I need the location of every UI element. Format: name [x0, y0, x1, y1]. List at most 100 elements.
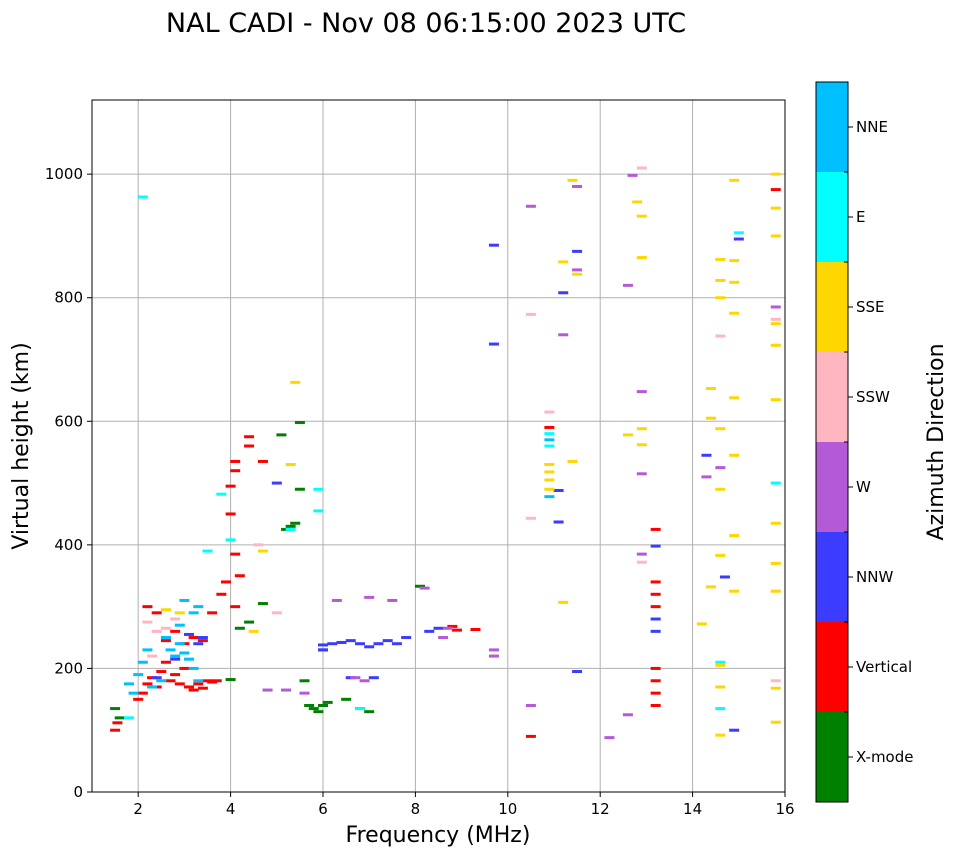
echo-point — [262, 688, 273, 692]
colorbar-tick-label: SSE — [856, 298, 885, 316]
echo-point — [234, 626, 245, 630]
echo-point — [112, 721, 123, 725]
echo-point — [142, 605, 153, 609]
echo-point — [271, 481, 282, 485]
echo-point — [188, 611, 199, 615]
echo-point — [359, 679, 370, 683]
echo-point — [170, 629, 181, 633]
echo-point — [294, 487, 305, 491]
echo-point — [650, 617, 661, 621]
echo-point — [248, 629, 259, 633]
echo-point — [715, 553, 726, 557]
echo-point — [701, 475, 712, 479]
echo-point — [202, 549, 213, 553]
colorbar-tick-label: SSW — [856, 388, 890, 406]
echo-point — [110, 728, 121, 732]
series-vertical — [110, 188, 781, 738]
echo-point — [170, 654, 181, 658]
echo-point — [572, 670, 583, 674]
echo-point — [650, 691, 661, 695]
echo-point — [770, 188, 781, 192]
echo-point — [544, 495, 555, 499]
data-marks — [110, 166, 781, 740]
echo-point — [160, 626, 171, 630]
echo-point — [715, 427, 726, 431]
echo-point — [729, 534, 740, 538]
echo-point — [387, 598, 398, 602]
echo-point — [567, 459, 578, 463]
echo-point — [715, 663, 726, 667]
series-e — [123, 195, 781, 720]
colorbar-segment — [816, 262, 848, 352]
echo-point — [650, 704, 661, 707]
echo-point — [544, 463, 555, 467]
echo-point — [160, 639, 171, 643]
echo-point — [170, 657, 181, 661]
echo-point — [142, 620, 153, 624]
echo-point — [281, 688, 292, 692]
echo-point — [230, 469, 241, 473]
colorbar-segment — [816, 532, 848, 622]
echo-point — [544, 470, 555, 474]
echo-point — [160, 608, 171, 612]
echo-point — [636, 552, 647, 556]
y-axis-label: Virtual height (km) — [9, 342, 34, 549]
echo-point — [137, 691, 148, 695]
echo-point — [770, 234, 781, 238]
y-axis-ticks: 0 200 400 600 800 1000 — [45, 165, 92, 801]
echo-point — [216, 592, 227, 596]
colorbar-tick-label: Vertical — [856, 658, 912, 676]
echo-point — [558, 260, 569, 264]
colorbar: X-mode Vertical NNW W SSW SSE E NNE — [815, 81, 913, 803]
echo-point — [123, 682, 134, 686]
echo-point — [488, 648, 499, 652]
echo-point — [225, 678, 236, 682]
colorbar-tick-label: W — [856, 478, 871, 496]
echo-point — [632, 200, 643, 204]
echo-point — [729, 453, 740, 457]
series-x-mode — [110, 421, 426, 720]
echo-point — [179, 598, 190, 602]
echo-point — [331, 598, 342, 602]
echo-point — [636, 256, 647, 260]
echo-point — [470, 628, 481, 632]
echo-point — [729, 259, 740, 263]
echo-point — [271, 611, 282, 615]
echo-point — [160, 660, 171, 664]
x-tick-label: 4 — [226, 800, 236, 818]
y-tick-label: 0 — [73, 783, 83, 801]
echo-point — [770, 206, 781, 210]
echo-point — [193, 642, 204, 646]
echo-point — [234, 574, 245, 578]
echo-point — [184, 685, 195, 689]
x-axis-ticks: 2 4 6 8 10 12 14 16 — [133, 792, 795, 818]
echo-point — [636, 560, 647, 564]
echo-point — [636, 214, 647, 218]
x-tick-label: 14 — [683, 800, 702, 818]
echo-point — [156, 670, 167, 674]
colorbar-segment — [816, 712, 848, 802]
echo-point — [257, 459, 268, 463]
echo-point — [572, 249, 583, 253]
colorbar-tick-label: E — [856, 208, 865, 226]
echo-point — [438, 636, 449, 640]
echo-point — [622, 713, 633, 717]
echo-point — [553, 488, 564, 492]
echo-point — [294, 421, 305, 425]
colorbar-tick-label: NNE — [856, 118, 888, 136]
echo-point — [488, 654, 499, 658]
echo-point — [142, 648, 153, 652]
echo-point — [650, 666, 661, 670]
echo-point — [544, 410, 555, 414]
echo-point — [622, 433, 633, 437]
echo-point — [285, 524, 296, 528]
colorbar-segment — [816, 172, 848, 262]
x-tick-label: 2 — [133, 800, 143, 818]
echo-point — [650, 629, 661, 633]
echo-point — [341, 697, 352, 701]
echo-point — [354, 642, 365, 646]
echo-point — [567, 178, 578, 182]
echo-point — [382, 639, 393, 643]
echo-point — [770, 686, 781, 690]
series-ssw — [142, 166, 781, 683]
